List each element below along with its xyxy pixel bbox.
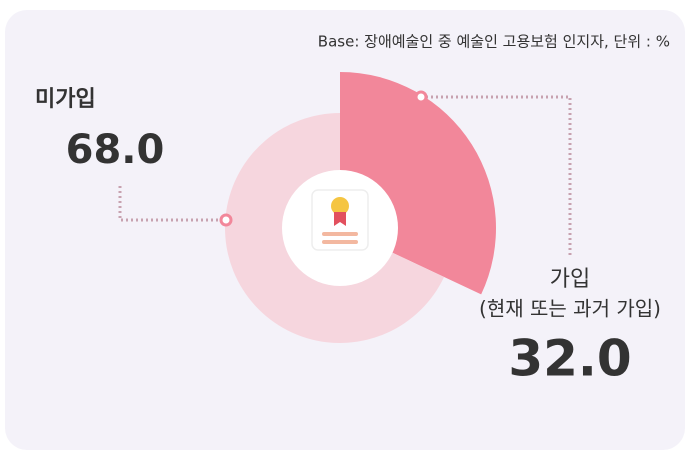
category-label: 가입 [550, 267, 590, 292]
category-label: 미가입 [35, 87, 96, 112]
subtitle: Base: 장애예술인 중 예술인 고용보험 인지자, 단위 : % [318, 33, 670, 51]
slice [340, 72, 496, 295]
slices [224, 72, 496, 343]
value-label: 68.0 [66, 127, 165, 173]
leader-lines [118, 95, 572, 258]
marker [414, 90, 428, 104]
marker [219, 213, 233, 227]
slice [224, 112, 445, 343]
annotation: (현재 또는 과거 가입) [479, 297, 661, 321]
certificate-icon [311, 189, 369, 251]
value-label: 32.0 [508, 330, 631, 388]
